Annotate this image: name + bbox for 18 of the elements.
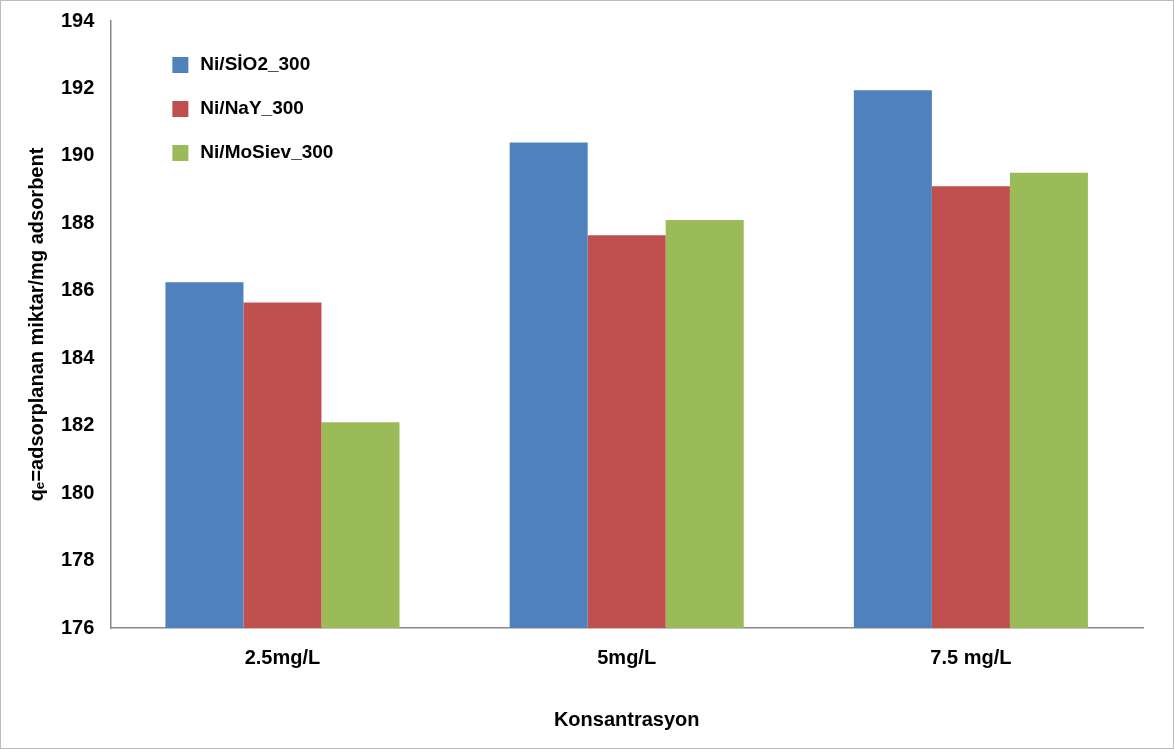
x-tick-label: 7.5 mg/L [930,645,1012,668]
y-tick-label: 184 [60,345,96,368]
y-tick-label: 186 [60,278,95,301]
y-tick-label: 182 [60,413,95,436]
legend-label: Ni/MoSiev_300 [200,141,334,163]
legend-label: Ni/NaY_300 [200,97,304,119]
y-tick-label: 178 [60,548,95,571]
y-tick-label: 192 [60,75,95,98]
x-tick-label: 5mg/L [597,645,657,668]
y-tick-label: 188 [60,210,95,233]
x-axis-title: Konsantrasyon [553,707,700,730]
y-tick-label: 176 [60,615,95,638]
x-tick-label: 2.5mg/L [244,645,321,668]
y-tick-label: 190 [60,143,95,166]
y-tick-label: 180 [60,480,95,503]
y-axis-title: qₑ=adsorplanan miktar/mg adsorbent [24,147,47,502]
legend-label: Ni/SİO2_300 [200,53,311,75]
y-tick-label: 194 [60,8,96,31]
